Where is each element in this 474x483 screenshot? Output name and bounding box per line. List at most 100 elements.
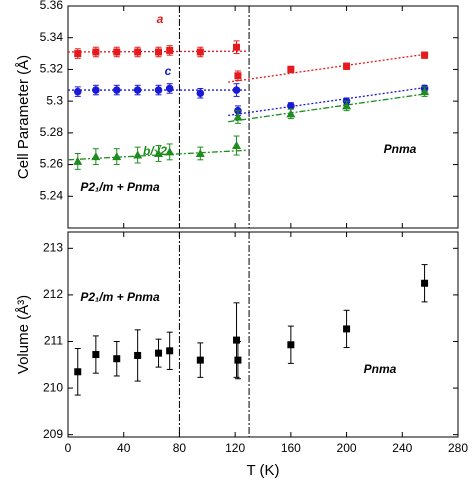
phase-annotation: Pnma <box>384 142 417 156</box>
y-tick-label: 209 <box>43 427 63 441</box>
marker <box>166 347 174 355</box>
x-tick-label: 280 <box>448 441 468 455</box>
fit-line <box>228 52 431 83</box>
marker <box>74 50 82 58</box>
data-point <box>420 86 430 97</box>
data-point <box>91 148 101 166</box>
marker <box>342 101 352 110</box>
marker <box>155 48 163 56</box>
marker <box>343 325 351 333</box>
marker <box>92 48 100 56</box>
data-point <box>165 143 175 161</box>
data-point <box>92 84 100 96</box>
data-point <box>112 148 122 166</box>
marker <box>287 65 295 73</box>
y-tick-label: 5.24 <box>40 188 64 202</box>
data-point <box>421 51 429 59</box>
marker <box>134 351 142 359</box>
data-point <box>154 145 164 162</box>
x-axis-label: T (K) <box>246 462 279 479</box>
data-point <box>232 83 241 97</box>
marker <box>234 356 242 364</box>
marker <box>196 48 204 56</box>
marker <box>73 87 82 96</box>
data-point <box>287 325 295 364</box>
data-point <box>196 342 204 378</box>
y-axis-label: Volume (Å³) <box>15 295 32 374</box>
marker <box>287 102 295 110</box>
marker <box>133 86 142 94</box>
y-axis-label: Cell Parameter (Å) <box>15 55 32 179</box>
marker <box>196 89 205 98</box>
fit-line <box>228 86 431 117</box>
y-tick-label: 5.3 <box>46 93 63 107</box>
x-tick-label: 80 <box>173 441 187 455</box>
marker <box>92 351 100 359</box>
data-point <box>421 264 429 303</box>
marker <box>166 46 174 54</box>
data-point <box>166 331 174 370</box>
data-point <box>232 135 242 156</box>
marker <box>113 48 121 56</box>
marker <box>74 368 82 376</box>
data-point <box>233 110 243 124</box>
data-point <box>233 40 241 55</box>
data-point <box>342 100 352 112</box>
marker <box>134 48 142 56</box>
marker <box>286 109 296 118</box>
data-point <box>286 108 296 120</box>
y-tick-label: 213 <box>43 240 63 254</box>
data-point <box>73 152 83 170</box>
phase-annotation: Pnma <box>364 362 397 376</box>
marker <box>133 150 143 159</box>
marker <box>196 356 204 364</box>
data-point <box>155 46 163 58</box>
data-point <box>343 62 351 70</box>
marker <box>234 72 242 80</box>
marker <box>91 152 101 161</box>
data-point <box>287 65 295 74</box>
marker <box>287 341 295 349</box>
y-tick-label: 5.32 <box>40 62 64 76</box>
series-label: a <box>157 12 164 26</box>
marker <box>92 86 100 94</box>
data-point <box>155 338 163 368</box>
marker <box>113 355 121 363</box>
y-tick-label: 210 <box>43 380 63 394</box>
data-point <box>113 340 121 377</box>
marker <box>421 279 429 287</box>
data-point <box>113 46 121 58</box>
data-point <box>195 146 205 161</box>
data-point <box>287 102 295 110</box>
data-point <box>112 84 121 96</box>
data-point <box>92 335 100 374</box>
y-tick-label: 5.28 <box>40 125 64 139</box>
data-point <box>165 83 174 94</box>
marker <box>154 86 163 94</box>
marker <box>232 141 242 150</box>
data-point <box>74 48 82 59</box>
data-point <box>134 46 142 58</box>
data-point <box>73 86 82 97</box>
data-point <box>133 146 143 164</box>
marker <box>420 87 430 96</box>
marker <box>233 43 241 51</box>
data-point <box>154 84 163 96</box>
y-tick-label: 5.26 <box>40 157 64 171</box>
data-point <box>133 84 142 96</box>
x-tick-label: 40 <box>117 441 131 455</box>
data-point <box>343 309 351 349</box>
plot-frame <box>67 231 459 438</box>
y-tick-label: 211 <box>44 334 63 348</box>
marker <box>233 336 241 344</box>
x-tick-label: 240 <box>392 441 412 455</box>
marker <box>154 148 164 157</box>
data-point <box>166 45 174 56</box>
data-point <box>233 302 241 378</box>
marker <box>232 86 241 94</box>
series-label: c <box>165 64 172 78</box>
marker <box>155 349 163 357</box>
marker <box>343 62 351 70</box>
data-point <box>134 329 142 382</box>
